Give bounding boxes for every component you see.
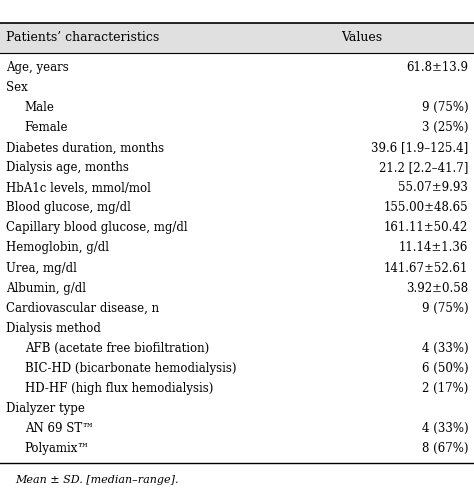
Text: Capillary blood glucose, mg/dl: Capillary blood glucose, mg/dl bbox=[6, 221, 187, 234]
Text: 141.67±52.61: 141.67±52.61 bbox=[384, 262, 468, 275]
Text: AN 69 ST™: AN 69 ST™ bbox=[25, 422, 94, 435]
Text: Diabetes duration, months: Diabetes duration, months bbox=[6, 141, 164, 154]
Bar bbox=[0, 23, 474, 53]
Text: Blood glucose, mg/dl: Blood glucose, mg/dl bbox=[6, 201, 130, 214]
Text: 9 (75%): 9 (75%) bbox=[422, 302, 468, 315]
Text: 8 (67%): 8 (67%) bbox=[422, 442, 468, 455]
Text: Dialysis age, months: Dialysis age, months bbox=[6, 161, 128, 174]
Text: Dialyzer type: Dialyzer type bbox=[6, 402, 84, 415]
Text: Values: Values bbox=[341, 31, 383, 44]
Text: 4 (33%): 4 (33%) bbox=[422, 422, 468, 435]
Text: HbA1c levels, mmol/mol: HbA1c levels, mmol/mol bbox=[6, 181, 151, 194]
Text: 61.8±13.9: 61.8±13.9 bbox=[406, 61, 468, 74]
Text: Male: Male bbox=[25, 101, 55, 114]
Text: Polyamix™: Polyamix™ bbox=[25, 442, 90, 455]
Text: Sex: Sex bbox=[6, 81, 27, 94]
Text: 11.14±1.36: 11.14±1.36 bbox=[399, 241, 468, 255]
Text: Albumin, g/dl: Albumin, g/dl bbox=[6, 282, 86, 295]
Text: 155.00±48.65: 155.00±48.65 bbox=[383, 201, 468, 214]
Text: Urea, mg/dl: Urea, mg/dl bbox=[6, 262, 77, 275]
Text: 9 (75%): 9 (75%) bbox=[422, 101, 468, 114]
Text: Cardiovascular disease, n: Cardiovascular disease, n bbox=[6, 302, 159, 315]
Text: Hemoglobin, g/dl: Hemoglobin, g/dl bbox=[6, 241, 109, 255]
Text: 55.07±9.93: 55.07±9.93 bbox=[399, 181, 468, 194]
Text: 3.92±0.58: 3.92±0.58 bbox=[406, 282, 468, 295]
Text: 6 (50%): 6 (50%) bbox=[422, 362, 468, 375]
Text: 21.2 [2.2–41.7]: 21.2 [2.2–41.7] bbox=[379, 161, 468, 174]
Text: Dialysis method: Dialysis method bbox=[6, 322, 100, 335]
Text: Patients’ characteristics: Patients’ characteristics bbox=[6, 31, 159, 44]
Text: Age, years: Age, years bbox=[6, 61, 68, 74]
Text: 2 (17%): 2 (17%) bbox=[422, 382, 468, 395]
Text: 3 (25%): 3 (25%) bbox=[422, 121, 468, 134]
Text: BIC-HD (bicarbonate hemodialysis): BIC-HD (bicarbonate hemodialysis) bbox=[25, 362, 236, 375]
Text: 4 (33%): 4 (33%) bbox=[422, 342, 468, 355]
Text: HD-HF (high flux hemodialysis): HD-HF (high flux hemodialysis) bbox=[25, 382, 213, 395]
Text: 39.6 [1.9–125.4]: 39.6 [1.9–125.4] bbox=[371, 141, 468, 154]
Text: Female: Female bbox=[25, 121, 68, 134]
Text: 161.11±50.42: 161.11±50.42 bbox=[384, 221, 468, 234]
Text: AFB (acetate free biofiltration): AFB (acetate free biofiltration) bbox=[25, 342, 209, 355]
Text: Mean ± SD. [median–range].: Mean ± SD. [median–range]. bbox=[15, 475, 179, 485]
